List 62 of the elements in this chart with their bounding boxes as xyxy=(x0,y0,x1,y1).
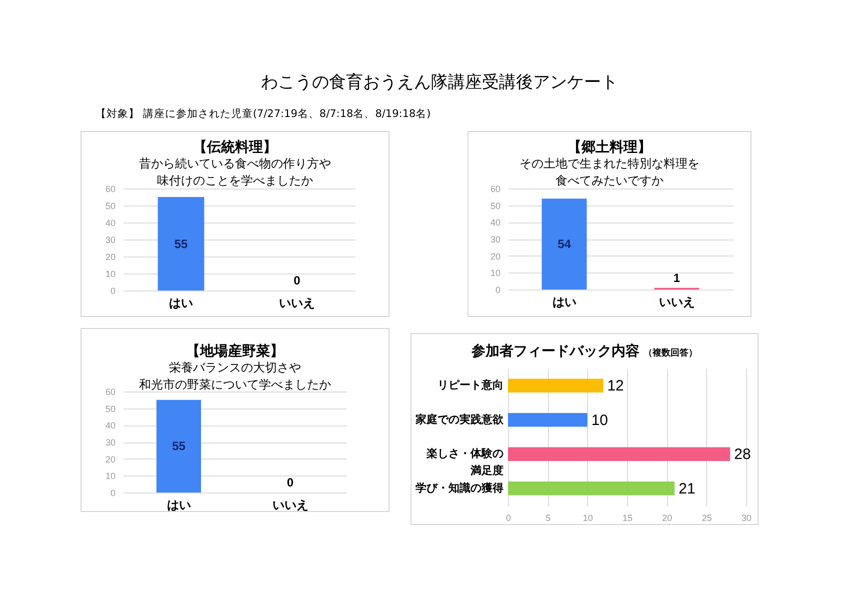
x-tick-label: 20 xyxy=(662,513,672,523)
data-label: 12 xyxy=(607,378,624,395)
y-tick-label: 0 xyxy=(495,285,500,295)
chart-title: 【地場産野菜】 xyxy=(186,342,284,360)
y-tick-label: 学び・知識の獲得 xyxy=(416,481,504,494)
x-tick-label: 25 xyxy=(702,513,712,523)
bar xyxy=(508,413,588,427)
x-tick-label: はい xyxy=(169,296,193,310)
y-tick-label: 60 xyxy=(105,184,116,194)
chart-subtitle: 昔から続いている食べ物の作り方や味付けのことを学べましたか xyxy=(139,156,331,188)
data-label: 55 xyxy=(174,236,188,251)
chart-subtitle: 栄養バランスの大切さや和光市の野菜について学べましたか xyxy=(139,360,331,392)
data-label: 55 xyxy=(172,439,186,454)
text: わこうの食育おうえん隊講座受講後アンケート xyxy=(260,72,618,92)
y-tick-label: 40 xyxy=(105,420,116,431)
y-tick-label: 10 xyxy=(105,471,116,482)
y-tick-label: 60 xyxy=(490,184,500,194)
x-tick-label: 30 xyxy=(741,513,752,523)
data-label: 54 xyxy=(558,237,572,252)
x-tick-label: 10 xyxy=(582,513,593,523)
x-tick-label: 5 xyxy=(546,513,551,523)
y-tick-label: 50 xyxy=(490,200,500,211)
x-tick-label: 15 xyxy=(622,513,633,523)
data-label: 10 xyxy=(591,412,608,429)
x-tick-label: はい xyxy=(552,295,576,309)
data-label: 28 xyxy=(734,446,751,464)
x-tick-label: 0 xyxy=(506,513,512,523)
chart-subtitle: （複数回答） xyxy=(644,348,698,358)
chart-title: 【伝統料理】 xyxy=(193,140,277,156)
chart-title: 参加者フィードバック内容 xyxy=(470,342,640,360)
y-tick-label: 0 xyxy=(110,488,116,498)
y-tick-label: 30 xyxy=(105,235,116,245)
y-tick-label: 60 xyxy=(105,387,116,397)
y-tick-label: 10 xyxy=(105,269,116,279)
y-tick-label: 20 xyxy=(490,251,500,262)
data-label: 0 xyxy=(294,274,301,288)
chart-title: 【郷土料理】 xyxy=(568,140,652,156)
y-tick-label: 0 xyxy=(110,286,116,296)
data-label: 1 xyxy=(673,270,680,285)
text: 【対象】 講座に参加された児童(7/27:19名、8/7:18名、8/19:18名) xyxy=(96,107,431,120)
chart-subtitle: その土地で生まれた特別な料理を食べてみたいですか xyxy=(520,156,700,188)
y-tick-label: 30 xyxy=(490,234,500,244)
y-tick-label: リピート意向 xyxy=(438,378,504,392)
y-tick-label: 10 xyxy=(490,268,500,278)
bar xyxy=(508,482,675,496)
y-tick-label: 家庭での実践意欲 xyxy=(414,412,504,426)
y-tick-label: 20 xyxy=(105,252,116,262)
x-tick-label: いいえ xyxy=(279,296,315,310)
data-label: 21 xyxy=(678,480,696,498)
x-tick-label: いいえ xyxy=(658,295,695,309)
x-tick-label: いいえ xyxy=(272,498,308,512)
y-tick-label: 40 xyxy=(490,218,500,228)
y-tick-label: 40 xyxy=(105,218,116,228)
y-tick-label: 楽しさ・体験の満足度 xyxy=(426,447,504,478)
y-tick-label: 50 xyxy=(105,201,116,211)
bar xyxy=(508,447,730,461)
y-tick-label: 20 xyxy=(105,454,116,464)
data-label: 0 xyxy=(286,476,294,490)
bar xyxy=(508,378,604,392)
y-tick-label: 50 xyxy=(105,404,116,414)
x-tick-label: はい xyxy=(166,498,191,512)
y-tick-label: 30 xyxy=(105,438,116,448)
